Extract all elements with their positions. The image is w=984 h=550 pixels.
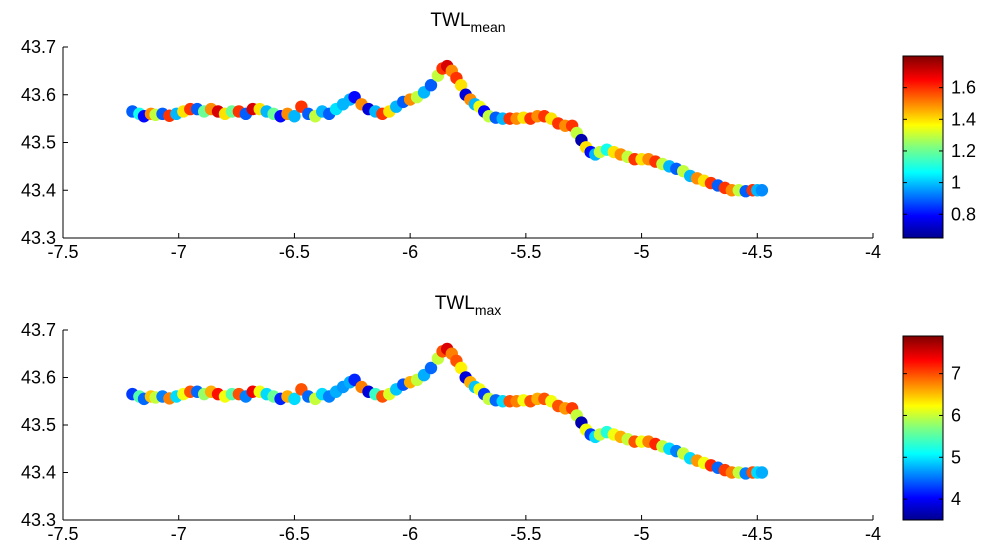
colorbar-tick-label: 6 [951,405,961,425]
y-tick-label: 43.7 [21,320,56,340]
colorbar-tick-label: 1 [951,173,961,193]
data-point [424,79,438,92]
colorbar-tick-label: 4 [951,489,961,509]
x-tick-label: -6.5 [279,242,310,262]
x-tick-label: -4 [865,242,881,262]
data-point [288,110,301,123]
x-tick-label: -7 [171,524,187,544]
data-point [454,361,468,375]
colorbar [902,55,944,239]
y-tick-label: 43.3 [21,510,56,530]
x-tick-label: -4.5 [742,524,773,544]
x-tick-label: -5 [634,524,650,544]
x-tick-label: -7 [171,242,187,262]
data-point [755,184,769,197]
panel-max: TWLmax -7.5 -7 -6.5 -6 -5.5 -5 -4.5 -4 43.3 43.4 43… [21,293,961,544]
y-tick-label: 43.4 [21,180,56,200]
colorbar [902,335,944,521]
colorbar-tick-label: 1.4 [951,109,976,129]
y-tick-label: 43.5 [21,133,56,153]
x-tick-label: -6 [402,242,418,262]
x-tick-label: -6 [402,524,418,544]
x-tick-label: -5.5 [510,242,541,262]
colorbar-tick-label: 1.2 [951,141,976,161]
x-tick-label: -4 [865,524,881,544]
colorbar-tick-label: 0.8 [951,204,976,224]
x-tick-label: -5.5 [510,524,541,544]
chart-title: TWLmax [435,293,502,318]
panel-mean: TWLmean -7.5 -7 -6.5 -6 -5.5 -5 -4.5 -4 43.3 43.4 4… [21,10,976,262]
colorbar-tick-label: 7 [951,364,961,384]
chart-title: TWLmean [430,10,505,35]
y-tick-label: 43.6 [21,85,56,105]
data-point [424,361,438,375]
x-tick-label: -6.5 [279,524,310,544]
y-tick-label: 43.3 [21,228,56,248]
scatter-points [126,342,769,480]
y-tick-label: 43.4 [21,463,56,483]
y-tick-label: 43.6 [21,368,56,388]
data-point [454,79,468,92]
title-main: TWL [435,293,475,314]
x-tick-label: -4.5 [742,242,773,262]
title-subscript: mean [471,19,506,35]
title-main: TWL [430,10,470,31]
data-point [755,466,769,479]
scatter-points [126,59,769,198]
x-tick-label: -7.5 [47,242,78,262]
x-tick-label: -7.5 [47,524,78,544]
title-subscript: max [475,302,501,318]
colorbar-tick-label: 5 [951,447,961,467]
data-point [288,392,301,406]
y-tick-label: 43.5 [21,415,56,435]
x-tick-label: -5 [634,242,650,262]
y-tick-label: 43.7 [21,37,56,57]
colorbar-tick-label: 1.6 [951,78,976,98]
